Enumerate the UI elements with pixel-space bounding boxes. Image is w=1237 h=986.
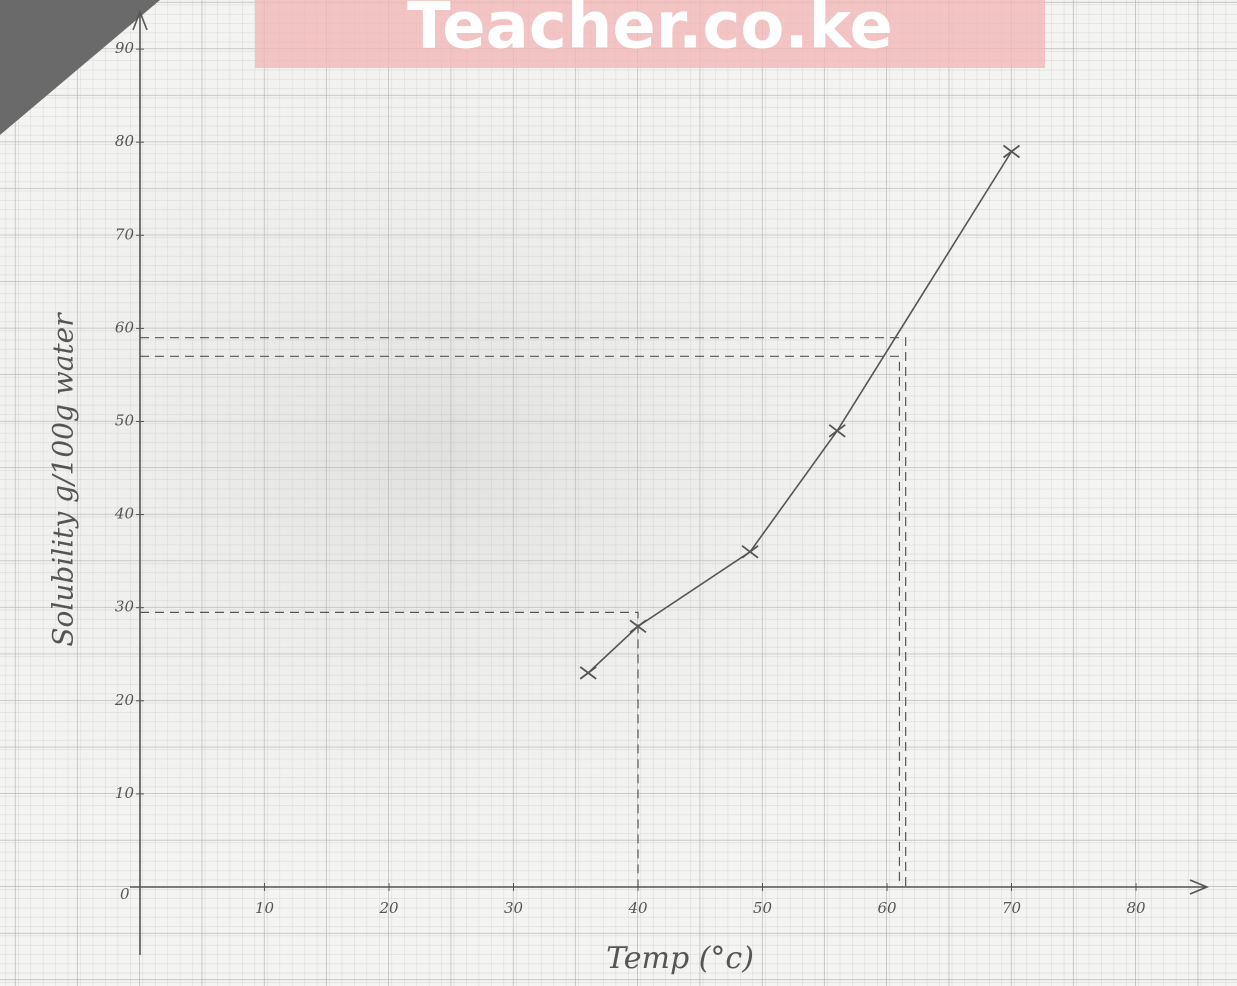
x-tick-label: 20 [378, 899, 399, 917]
y-axis-label: Solubility g/100g water [47, 312, 80, 647]
x-tick-label: 10 [255, 899, 275, 917]
x-tick-label: 50 [753, 899, 773, 917]
y-tick-label: 30 [115, 598, 135, 616]
x-tick-label: 70 [1002, 899, 1022, 917]
y-tick-label: 10 [115, 784, 135, 802]
y-tick-label: 90 [115, 39, 135, 57]
x-axis-label: Temp (°c) [606, 941, 754, 976]
x-tick-label: 30 [504, 899, 524, 917]
y-tick-label: 40 [114, 505, 135, 523]
x-tick-label: 60 [877, 899, 897, 917]
origin-label: 0 [120, 885, 130, 903]
y-tick-label: 60 [115, 318, 135, 336]
y-tick-label: 20 [114, 691, 135, 709]
x-tick-label: 80 [1126, 899, 1146, 917]
watermark: Teacher.co.ke [407, 0, 893, 64]
y-tick-label: 70 [115, 225, 135, 243]
chart: Teacher.co.ke 0 Temp (°c) Solubility g/1… [0, 0, 1237, 986]
y-tick-label: 50 [115, 412, 135, 430]
scan-shade [0, 0, 1237, 986]
x-tick-label: 40 [627, 899, 648, 917]
y-tick-label: 80 [115, 132, 135, 150]
